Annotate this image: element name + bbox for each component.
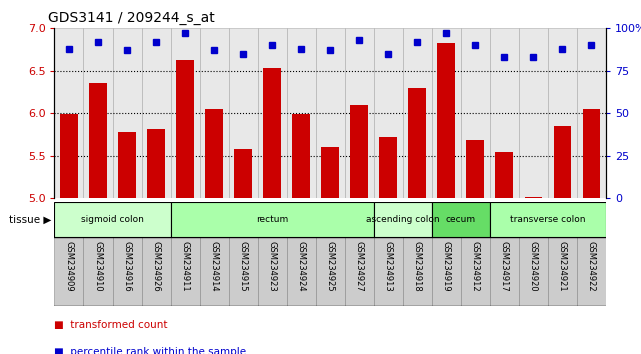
Text: GSM234916: GSM234916 xyxy=(122,241,131,291)
Bar xyxy=(171,237,199,306)
Text: GSM234926: GSM234926 xyxy=(151,241,160,291)
Bar xyxy=(374,202,431,237)
Bar xyxy=(583,109,600,198)
Bar xyxy=(431,28,461,198)
Bar xyxy=(54,202,171,237)
Text: GSM234925: GSM234925 xyxy=(326,241,335,291)
Bar xyxy=(490,237,519,306)
Text: ■  transformed count: ■ transformed count xyxy=(54,320,168,330)
Text: GSM234922: GSM234922 xyxy=(587,241,595,291)
Text: GSM234914: GSM234914 xyxy=(210,241,219,291)
Bar xyxy=(374,28,403,198)
Text: ascending colon: ascending colon xyxy=(366,215,440,224)
Bar xyxy=(524,196,542,198)
Text: GSM234918: GSM234918 xyxy=(413,241,422,291)
Text: GSM234909: GSM234909 xyxy=(65,241,74,291)
Bar xyxy=(54,28,83,198)
Bar xyxy=(495,152,513,198)
Bar xyxy=(408,88,426,198)
Bar xyxy=(431,237,461,306)
Bar xyxy=(437,43,455,198)
Bar xyxy=(345,28,374,198)
Bar xyxy=(263,68,281,198)
Text: GSM234924: GSM234924 xyxy=(297,241,306,291)
Bar xyxy=(379,137,397,198)
Text: GSM234912: GSM234912 xyxy=(470,241,479,291)
Text: GSM234917: GSM234917 xyxy=(500,241,509,291)
Bar xyxy=(321,147,339,198)
Bar xyxy=(113,28,142,198)
Text: sigmoid colon: sigmoid colon xyxy=(81,215,144,224)
Bar xyxy=(519,237,547,306)
Bar xyxy=(83,28,113,198)
Bar xyxy=(83,237,113,306)
Bar xyxy=(199,28,229,198)
Text: GSM234910: GSM234910 xyxy=(94,241,103,291)
Text: cecum: cecum xyxy=(445,215,476,224)
Bar xyxy=(431,202,490,237)
Bar xyxy=(315,28,345,198)
Bar xyxy=(345,237,374,306)
Bar xyxy=(461,237,490,306)
Text: GSM234913: GSM234913 xyxy=(384,241,393,291)
Text: rectum: rectum xyxy=(256,215,288,224)
Bar xyxy=(315,237,345,306)
Bar xyxy=(171,202,374,237)
Text: GSM234920: GSM234920 xyxy=(529,241,538,291)
Bar xyxy=(89,83,106,198)
Bar xyxy=(147,129,165,198)
Text: GSM234927: GSM234927 xyxy=(354,241,363,291)
Text: ■  percentile rank within the sample: ■ percentile rank within the sample xyxy=(54,347,247,354)
Bar xyxy=(554,126,571,198)
Text: tissue ▶: tissue ▶ xyxy=(9,215,51,224)
Bar xyxy=(292,114,310,198)
Bar xyxy=(403,237,431,306)
Bar xyxy=(113,237,142,306)
Bar xyxy=(287,237,315,306)
Bar xyxy=(229,28,258,198)
Bar xyxy=(519,28,547,198)
Bar xyxy=(205,109,223,198)
Bar xyxy=(142,237,171,306)
Bar xyxy=(577,28,606,198)
Text: GSM234923: GSM234923 xyxy=(267,241,276,291)
Bar xyxy=(490,202,606,237)
Bar xyxy=(119,132,136,198)
Bar xyxy=(176,60,194,198)
Bar xyxy=(461,28,490,198)
Bar xyxy=(547,237,577,306)
Text: GSM234915: GSM234915 xyxy=(238,241,247,291)
Bar xyxy=(577,237,606,306)
Bar xyxy=(287,28,315,198)
Bar xyxy=(199,237,229,306)
Bar xyxy=(60,114,78,198)
Bar xyxy=(54,237,83,306)
Bar xyxy=(403,28,431,198)
Bar xyxy=(258,237,287,306)
Bar xyxy=(547,28,577,198)
Text: GSM234911: GSM234911 xyxy=(181,241,190,291)
Bar xyxy=(142,28,171,198)
Text: transverse colon: transverse colon xyxy=(510,215,585,224)
Text: GSM234919: GSM234919 xyxy=(442,241,451,291)
Bar xyxy=(351,105,368,198)
Bar xyxy=(467,141,484,198)
Bar xyxy=(490,28,519,198)
Text: GDS3141 / 209244_s_at: GDS3141 / 209244_s_at xyxy=(48,11,215,25)
Text: GSM234921: GSM234921 xyxy=(558,241,567,291)
Bar xyxy=(235,149,252,198)
Bar xyxy=(258,28,287,198)
Bar xyxy=(374,237,403,306)
Bar xyxy=(229,237,258,306)
Bar xyxy=(171,28,199,198)
